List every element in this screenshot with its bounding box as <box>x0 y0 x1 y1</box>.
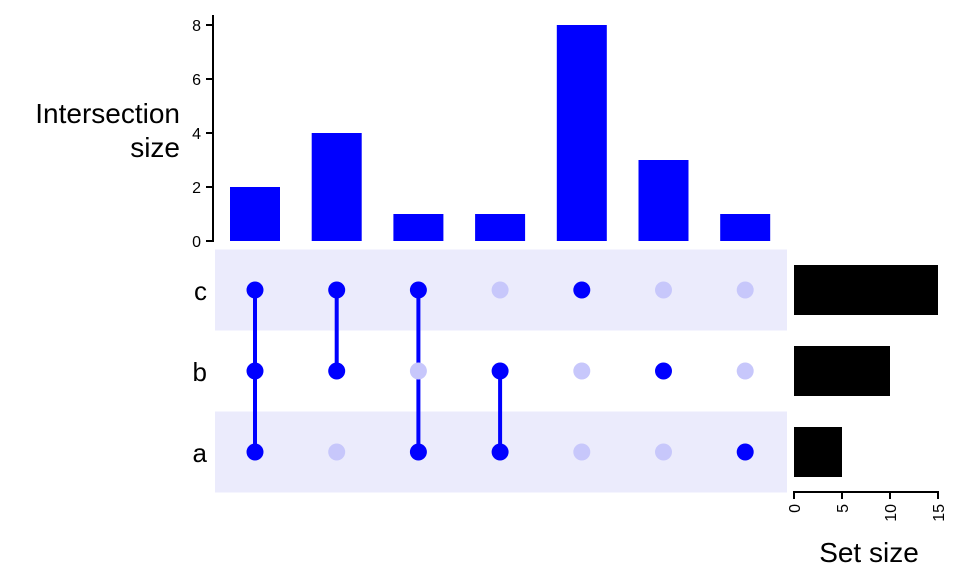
set-labels: c b a <box>193 276 208 468</box>
intersection-tick-label-6: 6 <box>192 72 201 89</box>
matrix-dot-2-b <box>328 362 346 380</box>
set-size-x-axis: 0 5 10 15 <box>787 491 948 522</box>
matrix-dot-4-a <box>491 443 509 461</box>
intersection-y-axis: 0 2 4 6 8 <box>192 15 214 251</box>
intersection-bar-5 <box>556 25 607 241</box>
matrix-dot-2-c <box>328 281 346 299</box>
intersection-axis-title-line2: size <box>130 132 180 163</box>
set-size-bars <box>794 265 938 477</box>
set-size-bar-a <box>794 427 842 477</box>
membership-matrix <box>246 281 754 461</box>
intersection-bar-6 <box>638 160 689 241</box>
matrix-dot-4-c <box>491 281 509 299</box>
matrix-dot-7-c <box>736 281 754 299</box>
intersection-bar-2 <box>311 133 362 241</box>
set-label-a: a <box>193 438 208 468</box>
matrix-dot-5-b <box>573 362 591 380</box>
intersection-tick-label-4: 4 <box>192 126 201 143</box>
matrix-dot-3-a <box>409 443 427 461</box>
matrix-dot-5-c <box>573 281 591 299</box>
matrix-dot-1-a <box>246 443 264 461</box>
matrix-dot-1-b <box>246 362 264 380</box>
matrix-dot-3-c <box>409 281 427 299</box>
intersection-bar-7 <box>720 214 771 241</box>
matrix-dot-7-a <box>736 443 754 461</box>
set-size-bar-c <box>794 265 938 315</box>
intersection-bar-3 <box>393 214 444 241</box>
matrix-dot-5-a <box>573 443 591 461</box>
matrix-dot-2-a <box>328 443 346 461</box>
matrix-dot-6-a <box>655 443 672 461</box>
matrix-dot-7-b <box>736 362 754 380</box>
set-size-tick-label-5: 5 <box>835 504 852 513</box>
matrix-dot-6-b <box>655 362 672 380</box>
set-size-axis-title: Set size <box>819 537 919 568</box>
intersection-bars <box>230 25 771 241</box>
set-size-tick-label-10: 10 <box>883 504 900 522</box>
set-label-b: b <box>193 357 207 387</box>
set-label-c: c <box>194 276 207 306</box>
intersection-tick-label-2: 2 <box>192 180 201 197</box>
set-size-tick-label-0: 0 <box>787 504 804 513</box>
intersection-bar-4 <box>475 214 526 241</box>
set-size-tick-label-15: 15 <box>931 504 948 522</box>
set-size-bar-b <box>794 346 890 396</box>
matrix-dot-3-b <box>409 362 427 380</box>
intersection-tick-label-0: 0 <box>192 234 201 251</box>
intersection-axis-title-line1: Intersection <box>35 98 180 129</box>
matrix-dot-1-c <box>246 281 264 299</box>
intersection-bar-1 <box>230 187 280 241</box>
matrix-dot-6-c <box>655 281 672 299</box>
matrix-dot-4-b <box>491 362 509 380</box>
intersection-tick-label-8: 8 <box>192 18 201 35</box>
